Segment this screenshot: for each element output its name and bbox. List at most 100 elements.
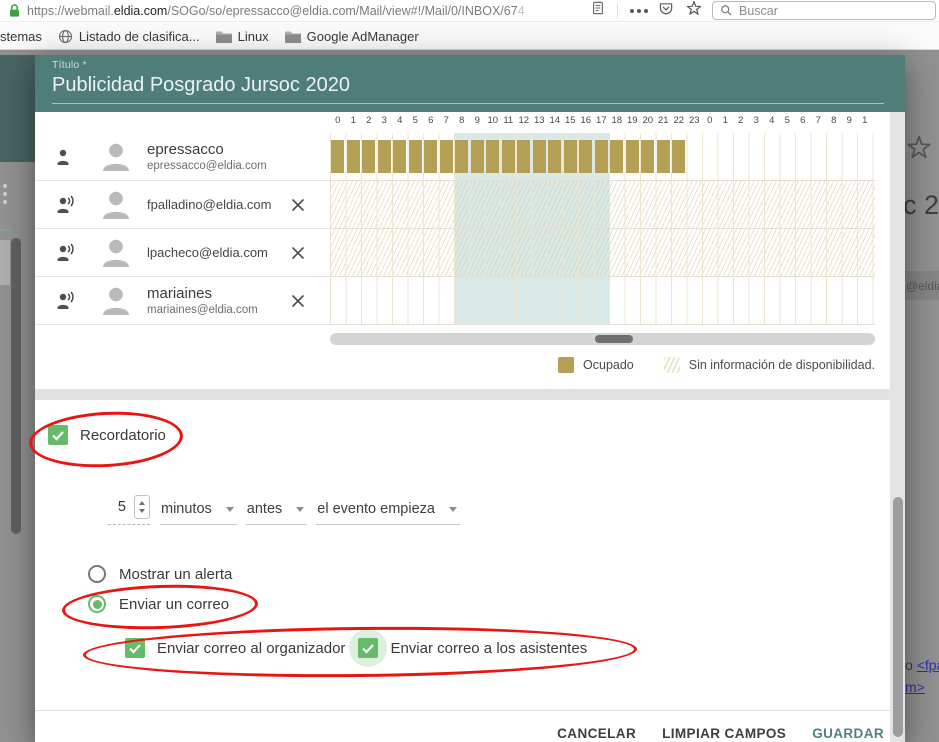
background-accent-line (0, 229, 13, 231)
bookmarks-bar: stemas Listado de clasifica... Linux Google… (0, 23, 939, 50)
url-field[interactable]: https://webmail.eldia.com/SOGo/so/epress… (27, 4, 585, 18)
reminder-settings-row: 5 minutos antes el evento empieza (108, 495, 469, 525)
bookmark-star-icon[interactable] (686, 0, 702, 21)
background-menu-icon (3, 184, 7, 188)
attendee-row: epressacco epressacco@eldia.com (35, 133, 330, 181)
cancel-button[interactable]: CANCELAR (557, 726, 637, 741)
busy-block (377, 140, 391, 173)
horizontal-scrollbar-thumb[interactable] (595, 335, 633, 343)
hour-label: 5 (784, 115, 790, 126)
email-attendees-label: Enviar correo a los asistentes (390, 639, 588, 657)
busy-block (579, 140, 592, 173)
email-checkboxes-row: Enviar correo al organizador Enviar corr… (125, 629, 588, 667)
attendee-email: epressacco@eldia.com (147, 160, 267, 172)
reader-mode-icon[interactable] (591, 0, 605, 21)
hour-label: 10 (487, 115, 499, 126)
attendee-info: fpalladino@eldia.com (147, 197, 290, 212)
stepper-up-icon[interactable] (139, 500, 145, 505)
title-label: Título * (52, 59, 87, 71)
background-subject-fragment: c 20 (903, 190, 939, 220)
remove-attendee-button[interactable] (290, 293, 306, 309)
reminder-reference-select[interactable]: el evento empieza (316, 501, 460, 525)
clear-fields-button[interactable]: LIMPIAR CAMPOS (662, 726, 787, 741)
dialog-scrollbar-thumb[interactable] (892, 497, 903, 737)
attendee-name: mariaines (147, 285, 213, 302)
busy-block (563, 140, 577, 173)
busy-block (594, 140, 608, 173)
hour-header: 0 1 2 3 4 5 6 7 8 9 10 11 12 13 14 15 16 17 18 19 20 21 22 23 0 1… (330, 115, 875, 133)
hour-label: 7 (815, 115, 821, 126)
email-organizer-checkbox[interactable] (125, 638, 145, 658)
attendee-email: fpalladino@eldia.com (147, 197, 272, 212)
background-address-fragment: @eldia (905, 271, 939, 300)
toolbar-separator (617, 3, 618, 18)
chevron-down-icon (225, 506, 234, 512)
background-panel (0, 240, 10, 285)
busy-block (532, 140, 546, 173)
dialog-scrollbar[interactable] (890, 112, 905, 742)
remove-attendee-button[interactable] (290, 245, 306, 261)
attendee-row: fpalladino@eldia.com (35, 181, 330, 229)
remove-attendee-button[interactable] (290, 197, 306, 213)
hour-label: 4 (769, 115, 775, 126)
reminder-relation-select[interactable]: antes (245, 501, 308, 525)
radio-show-alert[interactable]: Mostrar un alerta (88, 565, 232, 583)
hour-label: 7 (443, 115, 449, 126)
save-button[interactable]: GUARDAR (812, 726, 884, 741)
bookmark-item[interactable]: Google AdManager (284, 29, 419, 44)
hour-label: 18 (611, 115, 623, 126)
page-actions-icon[interactable] (630, 8, 634, 13)
reference-value: el evento empieza (317, 501, 435, 517)
legend-busy-label: Ocupado (583, 358, 634, 372)
busy-block (424, 140, 437, 173)
bookmark-item[interactable]: Listado de clasifica... (58, 29, 200, 44)
bookmark-item[interactable]: stemas (0, 29, 42, 44)
search-icon (720, 4, 733, 17)
attendee-notify-icon (57, 291, 74, 309)
legend-busy-swatch (558, 357, 575, 373)
search-box[interactable]: Buscar (712, 1, 936, 20)
quote-prefix: o (905, 657, 917, 673)
bookmark-item[interactable]: Linux (215, 29, 269, 44)
horizontal-scrollbar[interactable] (330, 333, 875, 345)
attendee-notify-icon (57, 243, 74, 261)
radio-button-on[interactable] (88, 595, 106, 613)
reminder-quantity-input[interactable]: 5 (108, 495, 150, 525)
stepper-down-icon[interactable] (139, 509, 145, 514)
folder-icon (284, 31, 301, 43)
pocket-icon[interactable] (658, 1, 674, 21)
title-input[interactable]: Publicidad Posgrado Jursoc 2020 (52, 74, 350, 96)
hour-label: 13 (533, 115, 545, 126)
hour-label: 11 (503, 115, 514, 126)
bookmark-label: stemas (0, 28, 42, 44)
freebusy-row (330, 277, 875, 325)
url-protocol: https://webmail. (27, 3, 114, 18)
busy-block (517, 140, 530, 173)
busy-block (455, 140, 468, 173)
avatar-icon (103, 287, 129, 315)
radio-send-email[interactable]: Enviar un correo (88, 595, 229, 613)
email-attendees-checkbox[interactable] (349, 629, 388, 667)
freebusy-grid[interactable]: 0 1 2 3 4 5 6 7 8 9 10 11 12 13 14 15 16 17 18 19 20 21 22 23 0 1… (330, 112, 875, 325)
lock-icon[interactable] (8, 3, 21, 19)
organizer-person-icon (57, 149, 69, 165)
attendee-info: lpacheco@eldia.com (147, 245, 290, 260)
busy-block (641, 140, 654, 173)
browser-url-bar: https://webmail.eldia.com/SOGo/so/epress… (0, 0, 939, 22)
busy-block (393, 140, 406, 173)
quantity-stepper[interactable] (134, 495, 150, 519)
hour-label: 0 (707, 115, 713, 126)
busy-block (470, 140, 484, 173)
avatar-icon (103, 191, 129, 219)
hour-label: 9 (474, 115, 480, 126)
reminder-unit-select[interactable]: minutos (160, 501, 237, 525)
hour-label: 9 (846, 115, 852, 126)
avatar-icon (103, 239, 129, 267)
reminder-checkbox-row[interactable]: Recordatorio (48, 425, 166, 445)
reminder-checkbox[interactable] (48, 425, 68, 445)
folder-icon (215, 31, 232, 43)
hour-label: 14 (549, 115, 561, 126)
radio-button-off[interactable] (88, 565, 106, 583)
attendee-row: mariaines mariaines@eldia.com (35, 277, 330, 325)
url-path: /SOGo/so/epressacco@eldia.com/Mail/view#… (167, 3, 518, 18)
